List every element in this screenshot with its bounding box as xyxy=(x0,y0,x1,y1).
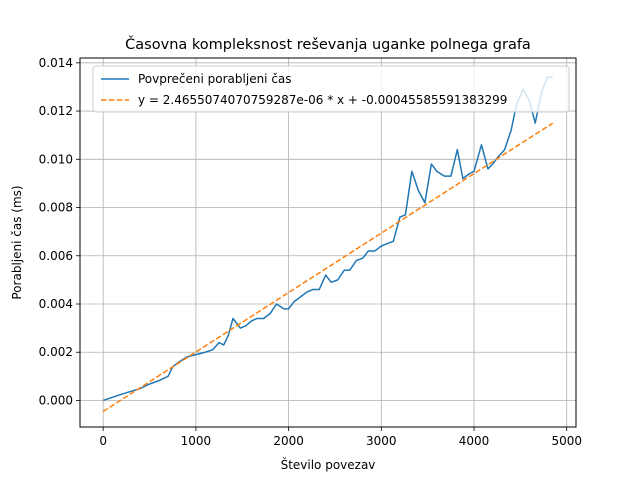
axis-ticks: 0 1000 2000 3000 4000 5000 0.000 0.002 0.004 0.00… xyxy=(39,56,582,448)
legend-label-0: Povprečeni porabljeni čas xyxy=(138,72,292,86)
y-tick-label: 0.010 xyxy=(39,152,73,166)
y-tick-label: 0.008 xyxy=(39,201,73,215)
legend-box xyxy=(92,65,570,113)
y-tick-label: 0.012 xyxy=(39,104,73,118)
series-line-0 xyxy=(102,76,553,402)
x-tick-label: 3000 xyxy=(366,434,397,448)
chart-title: Časovna kompleksnost reševanja uganke po… xyxy=(125,35,531,53)
y-tick-label: 0.002 xyxy=(39,345,73,359)
x-tick-label: 4000 xyxy=(459,434,490,448)
x-tick-label: 2000 xyxy=(273,434,304,448)
series-layer xyxy=(102,76,554,413)
x-tick-label: 0 xyxy=(99,434,107,448)
y-tick-label: 0.004 xyxy=(39,297,73,311)
series-line-1 xyxy=(102,122,554,413)
x-axis-label: Število povezav xyxy=(281,457,376,472)
y-tick-label: 0.014 xyxy=(39,56,73,70)
legend: Povprečeni porabljeni čas y = 2.465507407… xyxy=(92,65,570,113)
y-tick-label: 0.000 xyxy=(39,393,73,407)
plot-frame xyxy=(79,57,577,428)
y-axis-label: Porabljeni čas (ms) xyxy=(10,185,24,299)
legend-label-1: y = 2.4655074070759287e-06 * x + -0.0004… xyxy=(138,93,507,107)
x-tick-label: 1000 xyxy=(181,434,212,448)
x-tick-label: 5000 xyxy=(551,434,582,448)
y-tick-label: 0.006 xyxy=(39,249,73,263)
grid-lines xyxy=(80,58,576,427)
